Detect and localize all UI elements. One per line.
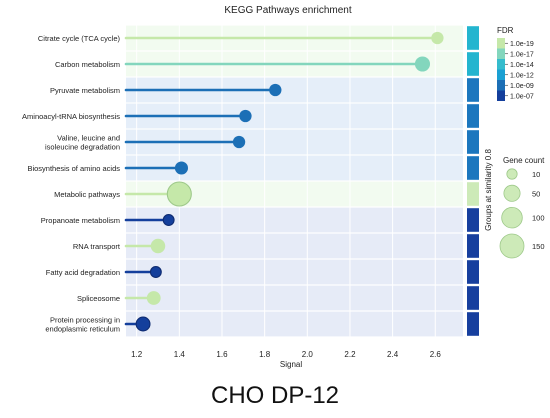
- group-strip-cell: [467, 130, 479, 154]
- gene-count-legend-circle: [503, 184, 521, 202]
- gene-count-legend-title: Gene count: [503, 156, 545, 165]
- row-band: [126, 285, 463, 311]
- fdr-legend-swatch: [497, 90, 505, 101]
- fdr-legend-label: 1.0e-07: [510, 93, 534, 100]
- group-strip-cell: [467, 260, 479, 284]
- pathway-label: Carbon metabolism: [55, 60, 120, 69]
- pathway-label: Citrate cycle (TCA cycle): [38, 34, 121, 43]
- x-tick-label: 2.0: [302, 350, 314, 359]
- fdr-legend-swatch: [497, 48, 505, 59]
- row-band: [126, 233, 463, 259]
- row-bands: [126, 25, 463, 337]
- pathway-label: RNA transport: [73, 242, 121, 251]
- row-band: [126, 207, 463, 233]
- group-strip-cell: [467, 208, 479, 232]
- pathway-dot: [174, 161, 189, 175]
- group-strip-cell: [467, 156, 479, 180]
- pathway-label: Biosynthesis of amino acids: [27, 164, 120, 173]
- group-strip-cell: [467, 104, 479, 128]
- pathway-dot: [150, 238, 166, 254]
- gene-count-legend-label: 50: [532, 189, 540, 198]
- fdr-legend-label: 1.0e-19: [510, 41, 534, 48]
- fdr-legend-swatch: [497, 38, 505, 49]
- fdr-legend-label: 1.0e-14: [510, 62, 534, 69]
- pathway-label: Pyruvate metabolism: [50, 86, 120, 95]
- pathway-label: Metabolic pathways: [54, 190, 120, 199]
- group-strip-cell: [467, 286, 479, 310]
- chart-title: KEGG Pathways enrichment: [224, 5, 351, 16]
- x-tick-label: 1.8: [259, 350, 271, 359]
- gene-count-legend-label: 10: [532, 170, 540, 179]
- fdr-legend-swatch: [497, 59, 505, 70]
- pathway-label: Valine, leucine and isoleucine degradatio…: [45, 134, 120, 152]
- pathway-dot: [146, 291, 161, 305]
- row-band: [126, 311, 463, 337]
- chart-marks: [124, 31, 444, 332]
- figure-caption: CHO DP-12: [210, 382, 340, 409]
- group-similarity-label: Groups at similarity 0.8: [484, 149, 493, 231]
- group-strip-cell: [467, 26, 479, 50]
- pathway-dot: [162, 214, 175, 226]
- pathway-dot: [232, 135, 246, 149]
- group-strip-cell: [467, 182, 479, 206]
- fdr-legend-title: FDR: [497, 26, 514, 35]
- group-strip-cell: [467, 78, 479, 102]
- pathway-label: Aminoacyl-tRNA biosynthesis: [22, 112, 120, 121]
- pathway-label: Protein processing in endoplasmic reticul…: [45, 316, 120, 334]
- gene-count-legend: Gene count 10 50 100 150: [499, 156, 545, 259]
- pathway-label: Fatty acid degradation: [46, 268, 120, 277]
- gene-count-legend-circle: [501, 206, 523, 229]
- x-tick-label: 1.4: [174, 350, 186, 359]
- pathway-dot: [166, 181, 192, 207]
- gene-count-legend-label: 150: [532, 242, 545, 251]
- x-tick-label: 1.2: [131, 350, 143, 359]
- pathway-label: Propanoate metabolism: [41, 216, 120, 225]
- group-strip-cell: [467, 234, 479, 258]
- fdr-legend: FDR 1.0e-19 1.0e-17 1.0e-14 1.0e-12 1.0e-09 1…: [497, 26, 534, 101]
- y-axis-labels: Citrate cycle (TCA cycle) Carbon metaboli…: [22, 34, 121, 334]
- fdr-legend-label: 1.0e-12: [510, 72, 534, 79]
- gene-count-legend-circle: [499, 233, 525, 259]
- gene-count-legend-label: 100: [532, 214, 545, 223]
- pathway-dot: [149, 266, 162, 278]
- group-strip-cell: [467, 52, 479, 76]
- x-axis-label: Signal: [280, 360, 302, 369]
- fdr-legend-label: 1.0e-09: [510, 83, 534, 90]
- gene-count-legend-circle: [506, 168, 518, 180]
- pathway-dot: [269, 83, 282, 97]
- x-tick-label: 2.6: [430, 350, 442, 359]
- x-tick-label: 2.2: [344, 350, 356, 359]
- x-tick-label: 1.6: [216, 350, 228, 359]
- pathway-dot: [239, 109, 252, 123]
- row-band: [126, 259, 463, 285]
- gridlines: [136, 25, 436, 337]
- pathway-label: Spliceosome: [77, 294, 120, 303]
- pathway-dot: [431, 31, 444, 45]
- fdr-legend-label: 1.0e-17: [510, 51, 534, 58]
- x-tick-label: 2.4: [387, 350, 399, 359]
- pathway-dot: [135, 316, 151, 332]
- x-axis-ticks: 1.2 1.4 1.6 1.8 2.0 2.2 2.4 2.6: [131, 350, 441, 359]
- fdr-legend-swatch: [497, 69, 505, 80]
- pathway-dot: [414, 56, 431, 72]
- group-strip: [467, 26, 479, 336]
- fdr-legend-swatch: [497, 80, 505, 91]
- group-strip-cell: [467, 312, 479, 336]
